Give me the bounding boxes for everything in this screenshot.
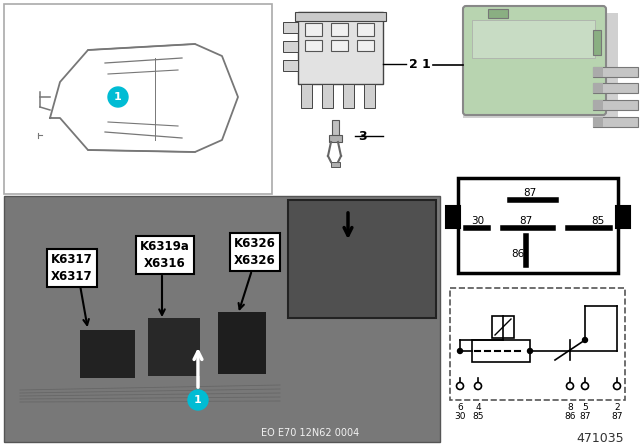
Text: 30: 30 xyxy=(472,216,484,226)
Bar xyxy=(283,22,298,33)
Bar xyxy=(322,84,333,108)
Bar xyxy=(472,20,595,58)
Bar xyxy=(332,120,339,138)
FancyBboxPatch shape xyxy=(463,6,606,115)
Text: 85: 85 xyxy=(472,412,484,421)
Bar xyxy=(305,23,322,36)
Text: EO E70 12N62 0004: EO E70 12N62 0004 xyxy=(261,428,359,438)
Bar xyxy=(472,340,530,362)
Text: 87: 87 xyxy=(579,412,591,421)
Bar xyxy=(329,135,342,142)
Bar xyxy=(616,206,630,228)
Bar xyxy=(593,117,638,127)
Bar xyxy=(458,178,618,273)
Bar xyxy=(288,200,436,318)
Text: 86: 86 xyxy=(511,249,525,259)
Bar xyxy=(450,288,625,400)
Bar xyxy=(492,316,514,338)
Bar xyxy=(283,41,298,52)
Bar xyxy=(593,30,601,55)
Circle shape xyxy=(566,383,573,389)
Bar xyxy=(295,12,386,21)
Bar xyxy=(364,84,375,108)
Circle shape xyxy=(474,383,481,389)
Bar xyxy=(331,23,348,36)
Bar xyxy=(343,84,354,108)
Circle shape xyxy=(456,383,463,389)
Text: 87: 87 xyxy=(524,188,536,198)
Text: K6326
X6326: K6326 X6326 xyxy=(234,237,276,267)
Bar xyxy=(593,67,638,77)
Text: K6319a
X6316: K6319a X6316 xyxy=(140,240,190,270)
Circle shape xyxy=(527,349,532,353)
Bar xyxy=(463,13,618,118)
Text: 4: 4 xyxy=(475,403,481,412)
Text: 3: 3 xyxy=(358,129,367,142)
Text: 85: 85 xyxy=(591,216,605,226)
Bar xyxy=(80,330,135,378)
Bar xyxy=(298,12,383,84)
Text: 8: 8 xyxy=(567,403,573,412)
Bar xyxy=(488,9,508,18)
Bar xyxy=(446,206,460,228)
Circle shape xyxy=(458,349,463,353)
Circle shape xyxy=(614,383,621,389)
Bar xyxy=(283,60,298,71)
Bar xyxy=(305,40,322,51)
Text: 5: 5 xyxy=(582,403,588,412)
Bar xyxy=(593,117,603,127)
Text: 2: 2 xyxy=(614,403,620,412)
Text: 30: 30 xyxy=(454,412,466,421)
Bar xyxy=(357,40,374,51)
Bar xyxy=(593,83,638,93)
Bar xyxy=(4,4,272,194)
Text: 471035: 471035 xyxy=(576,431,624,444)
Text: 87: 87 xyxy=(520,216,532,226)
Text: 1: 1 xyxy=(114,92,122,102)
Text: 87: 87 xyxy=(611,412,623,421)
Text: 6: 6 xyxy=(457,403,463,412)
Text: 2: 2 xyxy=(409,57,418,70)
Bar xyxy=(4,196,440,442)
Bar xyxy=(331,40,348,51)
Bar xyxy=(593,83,603,93)
Bar xyxy=(593,100,603,110)
Text: 86: 86 xyxy=(564,412,576,421)
Bar xyxy=(593,67,603,77)
Bar xyxy=(593,100,638,110)
Bar xyxy=(301,84,312,108)
Circle shape xyxy=(582,337,588,343)
Bar xyxy=(331,162,340,167)
Text: 1: 1 xyxy=(194,395,202,405)
Bar xyxy=(148,318,200,376)
Bar xyxy=(357,23,374,36)
Bar xyxy=(218,312,266,374)
Circle shape xyxy=(582,383,589,389)
Text: K6317
X6317: K6317 X6317 xyxy=(51,253,93,283)
Circle shape xyxy=(108,87,128,107)
Circle shape xyxy=(188,390,208,410)
Text: 1: 1 xyxy=(421,59,430,72)
